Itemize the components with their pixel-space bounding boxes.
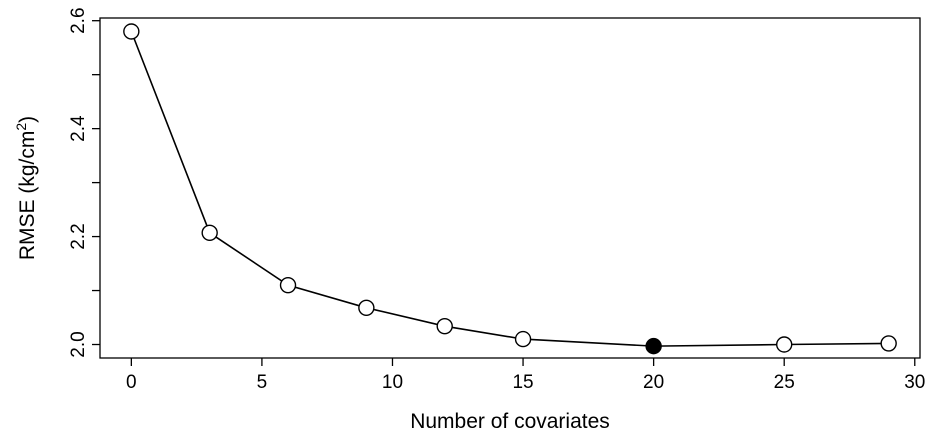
series-layer (123, 23, 897, 355)
y-tick-label: 2.0 (68, 331, 89, 357)
y-axis-title-main: RMSE (kg/cm (16, 131, 39, 261)
x-axis: 0 5 10 15 20 25 30 (126, 358, 925, 393)
x-tick-label: 10 (382, 372, 403, 393)
data-point (279, 276, 297, 294)
x-tick-label: 0 (126, 372, 137, 393)
data-point (123, 23, 140, 40)
data-point (880, 335, 897, 352)
data-point-highlighted (645, 337, 662, 355)
data-point (514, 330, 532, 348)
y-axis-title-superscript: 2 (13, 123, 29, 131)
y-tick-label: 2.6 (68, 7, 89, 33)
y-tick-label: 2.4 (68, 115, 89, 142)
y-axis-title-suffix: ) (16, 116, 39, 123)
x-tick-label: 30 (904, 372, 925, 393)
y-tick-label: 2.2 (68, 223, 89, 249)
y-axis-title: RMSE (kg/cm2) (13, 116, 39, 260)
data-point (201, 224, 218, 241)
x-tick-label: 15 (512, 372, 533, 393)
x-tick-label: 25 (774, 372, 795, 393)
data-point (776, 336, 793, 353)
x-tick-label: 20 (643, 372, 664, 393)
data-point (358, 299, 375, 317)
x-axis-title: Number of covariates (410, 410, 610, 433)
x-tick-label: 5 (257, 372, 268, 393)
series-line (130, 31, 889, 347)
plot-frame (99, 17, 921, 359)
y-axis: 2.0 2.2 2.4 2.6 (68, 7, 100, 358)
data-point (436, 317, 453, 335)
